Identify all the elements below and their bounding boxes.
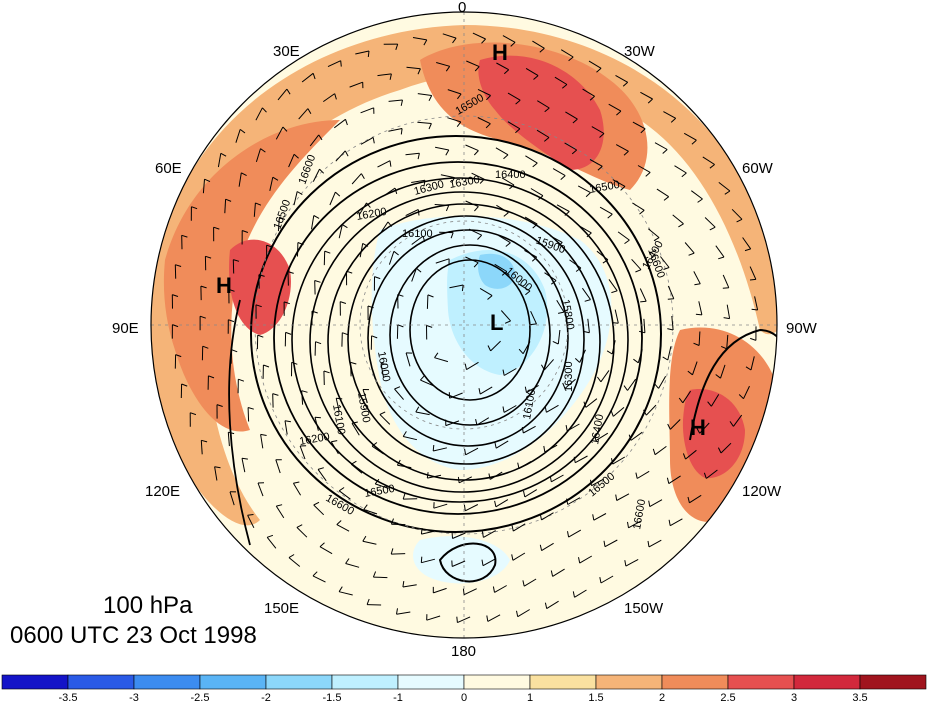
wind-barb-flag <box>457 617 458 623</box>
colorbar-swatch <box>266 675 332 689</box>
colorbar-tick-label: 2.5 <box>720 692 735 702</box>
wind-barb-flag <box>752 309 758 310</box>
longitude-label: 30E <box>273 43 300 60</box>
colorbar-swatch <box>398 675 464 689</box>
colorbar-swatch <box>200 675 266 689</box>
high-center-mark: H <box>216 273 232 298</box>
wind-barb-flag <box>433 445 434 451</box>
longitude-label: 180 <box>451 643 476 660</box>
colorbar-tick-label: 1.5 <box>588 692 603 702</box>
wind-barb-flag <box>341 61 342 67</box>
wind-barb <box>373 577 387 578</box>
colorbar-tick-label: -3 <box>129 692 139 702</box>
wind-barb-flag <box>336 398 342 399</box>
colorbar-swatch <box>794 675 860 689</box>
wind-barb-flag <box>368 51 369 57</box>
valid-time-title: 0600 UTC 23 Oct 1998 <box>10 622 257 650</box>
high-center-mark: H <box>492 40 508 65</box>
wind-barb-flag <box>421 557 422 563</box>
pressure-level-title: 100 hPa <box>103 592 192 620</box>
colorbar-swatch <box>464 675 530 689</box>
contour-value-label: 16100 <box>402 228 433 240</box>
colorbar-tick-label: -3.5 <box>59 692 78 702</box>
wind-barb <box>351 362 352 376</box>
colorbar-swatch <box>860 675 926 689</box>
colorbar-tick-label: -2.5 <box>191 692 210 702</box>
colorbar-swatch <box>596 675 662 689</box>
colorbar-tick-label: 3 <box>791 692 797 702</box>
wind-barb-flag <box>723 288 729 289</box>
longitude-label: 90W <box>786 320 818 337</box>
colorbar-swatch <box>728 675 794 689</box>
colorbar-swatch <box>2 675 68 689</box>
colorbar-tick-label: -1 <box>393 692 403 702</box>
wind-barb-flag <box>531 324 537 325</box>
wind-barb-flag <box>668 299 674 300</box>
colorbar-tick-label: -1.5 <box>323 692 342 702</box>
longitude-label: 120E <box>145 483 180 500</box>
colorbar: -3.5 -3 -2.5 -2 -1.5 -1 0 1 1.5 2 2.5 3 3.5 <box>2 675 926 702</box>
wind-barb-flag <box>421 528 422 534</box>
wind-barb <box>391 554 405 555</box>
longitude-label: 60W <box>742 160 774 177</box>
colorbar-swatch <box>332 675 398 689</box>
colorbar-swatch <box>530 675 596 689</box>
wind-barb-flag <box>640 301 646 302</box>
low-center-mark: L <box>490 310 503 335</box>
high-center-mark: H <box>690 415 706 440</box>
wind-barb-flag <box>696 314 702 315</box>
longitude-label: 90E <box>112 320 139 337</box>
contour-value-label: 16300 <box>563 361 575 392</box>
longitude-label: 0 <box>458 0 466 16</box>
contour-value-label: 16400 <box>495 169 526 181</box>
colorbar-swatch <box>134 675 200 689</box>
longitude-label: 120W <box>742 483 782 500</box>
longitude-label: 150E <box>264 600 299 617</box>
colorbar-swatch <box>662 675 728 689</box>
longitude-label: 60E <box>155 160 182 177</box>
colorbar-tick-label: 1 <box>527 692 533 702</box>
wind-barb-flag <box>612 323 618 324</box>
wind-barb-flag <box>458 477 459 483</box>
colorbar-tick-label: 3.5 <box>852 692 867 702</box>
colorbar-tick-label: -2 <box>261 692 271 702</box>
longitude-label: 30W <box>624 43 656 60</box>
wind-barb-flag <box>463 589 464 595</box>
wind-barb-flag <box>418 210 419 216</box>
wind-barb <box>427 295 428 309</box>
wind-barb-flag <box>750 279 756 280</box>
wind-barb <box>248 408 249 422</box>
colorbar-tick-label: 0 <box>461 692 467 702</box>
colorbar-swatch <box>68 675 134 689</box>
colorbar-tick-label: 2 <box>659 692 665 702</box>
longitude-label: 150W <box>624 600 664 617</box>
